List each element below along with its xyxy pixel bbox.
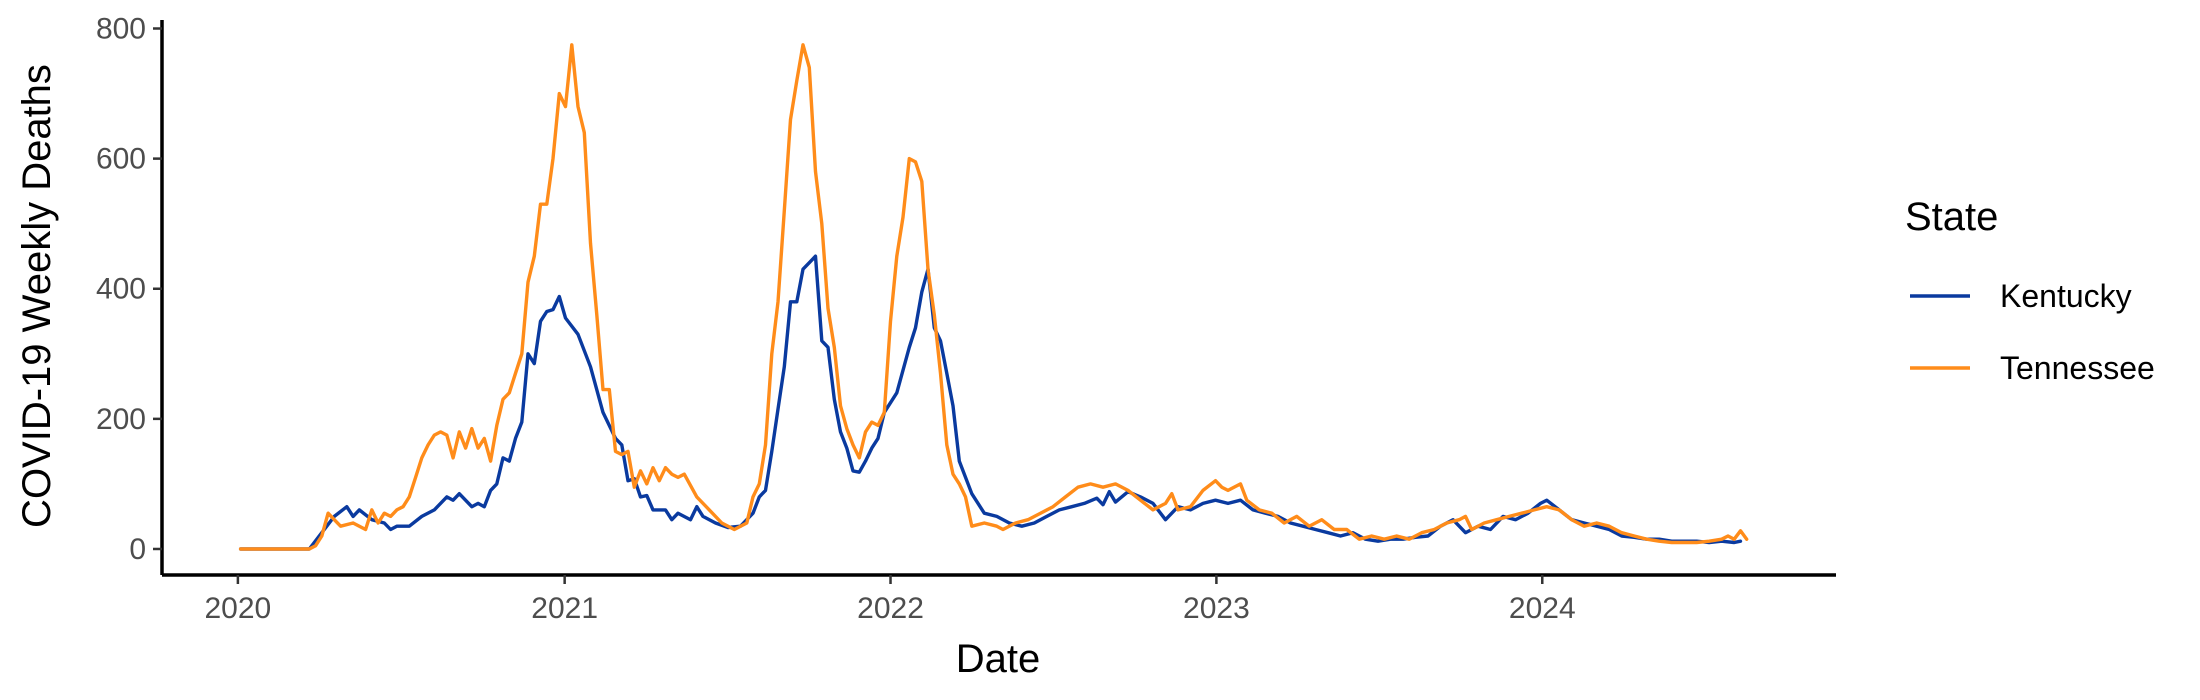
x-axis-title: Date: [956, 637, 1041, 681]
legend-title: State: [1905, 195, 1998, 239]
legend-label-kentucky: Kentucky: [2000, 278, 2132, 314]
y-tick-label: 200: [96, 403, 146, 436]
x-tick-label: 2021: [531, 592, 598, 625]
y-tick-label: 0: [129, 533, 146, 566]
y-tick-label: 600: [96, 143, 146, 176]
y-tick-label: 400: [96, 273, 146, 306]
axes: 0 200 400 600 800 2020 2021 2022 2023 2024: [96, 13, 1836, 625]
legend: State Kentucky Tennessee: [1905, 195, 2155, 386]
x-tick-label: 2022: [857, 592, 924, 625]
y-tick-label: 800: [96, 13, 146, 46]
x-tick-label: 2020: [205, 592, 272, 625]
plot-area: [238, 43, 1749, 551]
x-tick-label: 2023: [1183, 592, 1250, 625]
series-line-kentucky: [238, 254, 1743, 551]
y-axis-title: COVID-19 Weekly Deaths: [15, 64, 59, 528]
legend-label-tennessee: Tennessee: [2000, 350, 2155, 386]
series-line-tennessee: [238, 43, 1749, 551]
x-tick-label: 2024: [1509, 592, 1576, 625]
